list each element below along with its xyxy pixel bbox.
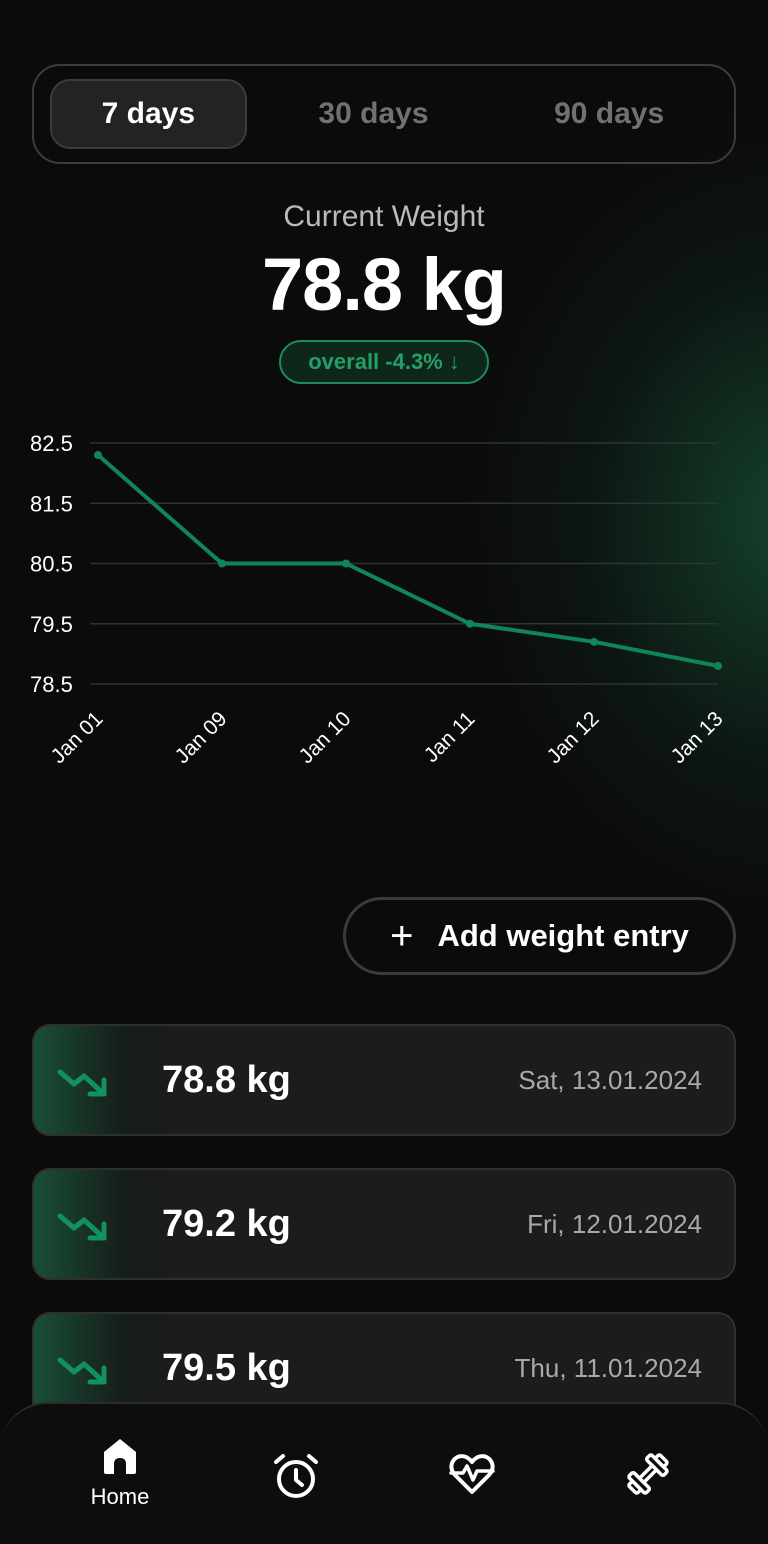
nav-health[interactable] [412, 1434, 532, 1524]
current-weight-value: 78.8 kg [262, 243, 507, 326]
range-selector: 7 days 30 days 90 days [32, 64, 736, 164]
plus-icon: + [390, 914, 414, 958]
nav-alarm[interactable] [236, 1434, 356, 1524]
data-point [94, 451, 102, 460]
x-tick-label: Jan 11 [420, 707, 480, 767]
entry-weight: 79.2 kg [162, 1202, 291, 1245]
add-weight-entry-button[interactable]: + Add weight entry [343, 897, 736, 975]
weight-line-chart: 82.5 81.5 80.5 79.5 78.5 Jan 01 Jan 09 Jan 10 Ja… [30, 431, 728, 768]
entry-weight: 79.5 kg [162, 1346, 291, 1389]
alarm-clock-icon [274, 1454, 318, 1498]
trend-down-icon [57, 1357, 107, 1385]
trend-badge: overall -4.3% ↓ [279, 340, 489, 384]
nav-home-label: Home [90, 1484, 150, 1509]
tab-90-days[interactable]: 90 days [554, 97, 665, 130]
entry-date: Fri, 12.01.2024 [527, 1208, 702, 1239]
bottom-navigation: Home [0, 1402, 768, 1544]
home-icon [104, 1439, 136, 1474]
entry-weight: 78.8 kg [162, 1058, 291, 1101]
x-tick-label: Jan 10 [295, 707, 356, 768]
add-weight-entry-label: Add weight entry [437, 918, 689, 953]
y-tick-label: 79.5 [30, 612, 73, 637]
weight-series-line [96, 453, 720, 668]
dumbbell-icon [627, 1453, 669, 1495]
tab-7-days[interactable]: 7 days [50, 79, 247, 149]
data-point [218, 559, 226, 568]
data-point [714, 661, 722, 670]
y-tick-label: 80.5 [30, 552, 73, 577]
data-point [342, 559, 350, 568]
data-point [590, 637, 598, 646]
x-tick-label: Jan 01 [47, 707, 108, 768]
y-tick-label: 82.5 [30, 431, 73, 456]
tab-30-days[interactable]: 30 days [318, 97, 429, 130]
current-weight-label: Current Weight [283, 200, 485, 233]
heart-pulse-icon [449, 1454, 495, 1494]
trend-text: overall -4.3% [308, 349, 443, 374]
y-tick-label: 81.5 [30, 491, 73, 516]
x-tick-label: Jan 13 [667, 707, 728, 768]
weight-entry-row[interactable]: 78.8 kg Sat, 13.01.2024 [32, 1024, 736, 1136]
x-tick-label: Jan 09 [171, 707, 232, 768]
entry-date: Thu, 11.01.2024 [514, 1352, 702, 1383]
nav-workouts[interactable] [588, 1434, 708, 1524]
data-point [466, 619, 474, 628]
trend-down-icon [57, 1213, 107, 1241]
entry-date: Sat, 13.01.2024 [518, 1064, 702, 1095]
arrow-down-icon: ↓ [448, 349, 460, 374]
trend-down-icon [57, 1069, 107, 1097]
weight-entry-row[interactable]: 79.2 kg Fri, 12.01.2024 [32, 1168, 736, 1280]
nav-home[interactable]: Home [60, 1434, 180, 1524]
x-tick-label: Jan 12 [543, 707, 604, 768]
y-tick-label: 78.5 [30, 672, 73, 697]
